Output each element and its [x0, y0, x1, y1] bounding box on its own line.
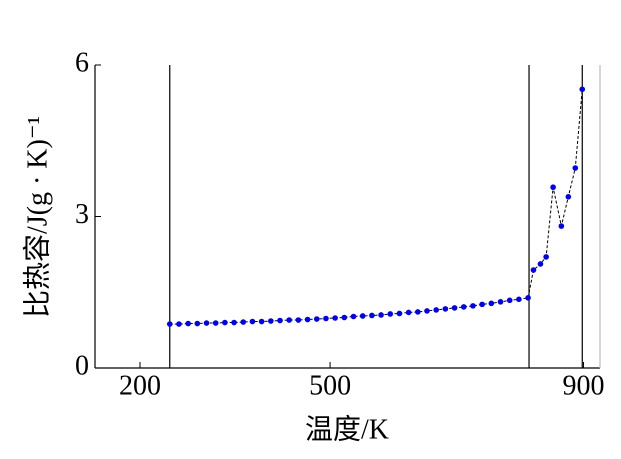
y-tick-label: 6 [75, 47, 89, 78]
data-point [497, 299, 504, 305]
y-tick-label: 0 [75, 350, 89, 381]
data-point [176, 321, 182, 327]
data-point [442, 306, 449, 312]
data-point [166, 321, 173, 327]
data-point [424, 308, 430, 314]
data-point [378, 312, 384, 318]
data-point [460, 304, 467, 310]
data-point [332, 315, 338, 321]
data-point [240, 319, 247, 325]
data-point [341, 314, 348, 321]
data-point [185, 320, 191, 327]
data-point [323, 315, 329, 322]
data-point [286, 317, 293, 323]
data-point [387, 311, 394, 317]
x-axis-label: 温度/K [305, 413, 389, 445]
x-tick-label: 900 [563, 370, 605, 401]
data-point [433, 307, 440, 313]
y-tick-label: 3 [75, 199, 89, 230]
data-point [451, 305, 458, 311]
data-point [350, 313, 357, 320]
data-point [369, 312, 375, 319]
data-point [313, 316, 320, 322]
data-point [222, 319, 228, 326]
data-point [277, 317, 283, 324]
data-point [488, 300, 495, 307]
data-point [530, 267, 537, 273]
data-point [396, 310, 403, 317]
data-point [550, 184, 556, 191]
data-point [405, 309, 412, 316]
y-axis-label: 比热容/J(g · K)⁻¹ [21, 116, 53, 318]
data-point [304, 316, 311, 323]
data-point [470, 303, 476, 309]
data-point [558, 223, 565, 229]
data-point [525, 295, 531, 301]
data-point [516, 296, 522, 303]
data-point [203, 320, 210, 326]
data-point [249, 318, 256, 325]
data-point [579, 86, 586, 93]
x-tick-label: 500 [309, 370, 351, 401]
data-point [565, 194, 572, 200]
data-point [231, 319, 237, 326]
data-point [572, 165, 579, 171]
data-point [194, 320, 201, 327]
data-point [359, 313, 366, 319]
data-line [169, 89, 583, 325]
x-tick-label: 200 [119, 370, 161, 401]
data-point [268, 318, 274, 324]
data-point [537, 261, 544, 267]
data-point [479, 301, 485, 308]
data-point [415, 309, 421, 315]
data-point [295, 317, 302, 323]
data-point [506, 297, 513, 304]
data-point [543, 254, 549, 260]
data-point [258, 318, 265, 325]
data-point [212, 320, 219, 326]
